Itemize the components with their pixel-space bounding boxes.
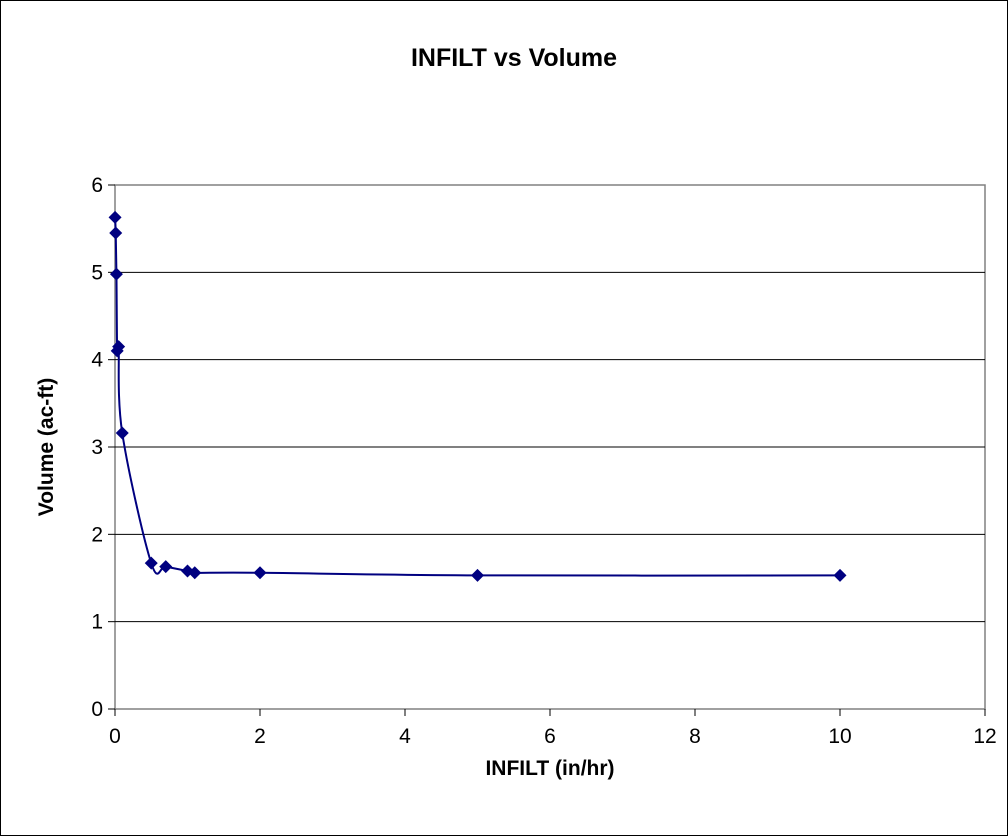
data-point-marker <box>253 566 267 580</box>
y-tick-label: 5 <box>91 261 103 284</box>
data-point-marker <box>109 267 123 281</box>
x-tick-label: 4 <box>399 725 411 748</box>
data-point-marker <box>112 340 126 354</box>
y-tick-label: 6 <box>91 174 103 197</box>
x-tick-label: 2 <box>254 725 266 748</box>
data-point-marker <box>109 226 123 240</box>
y-axis-ticks: 0 1 2 3 4 5 6 <box>91 174 115 721</box>
data-points <box>108 210 847 582</box>
y-tick-label: 4 <box>91 349 103 372</box>
y-tick-label: 0 <box>91 698 103 721</box>
x-tick-label: 12 <box>973 725 996 748</box>
data-point-marker <box>188 566 202 580</box>
x-tick-label: 10 <box>828 725 851 748</box>
data-point-marker <box>159 560 173 574</box>
data-point-marker <box>115 426 129 440</box>
x-tick-label: 8 <box>689 725 701 748</box>
data-point-marker <box>471 568 484 582</box>
y-axis-label: Volume (ac-ft) <box>35 378 58 516</box>
y-tick-label: 1 <box>91 611 103 634</box>
series-line <box>114 217 841 577</box>
x-tick-label: 6 <box>544 725 556 748</box>
x-axis-ticks: 0 2 4 6 8 10 12 <box>109 709 997 748</box>
x-axis-label: INFILT (in/hr) <box>485 757 614 780</box>
data-point-marker <box>833 568 847 582</box>
data-point-marker <box>108 210 122 224</box>
y-tick-label: 3 <box>91 436 103 459</box>
data-point-marker <box>144 556 158 570</box>
x-tick-label: 0 <box>109 725 121 748</box>
y-tick-label: 2 <box>91 523 103 546</box>
gridlines <box>115 271 985 623</box>
chart-title: INFILT vs Volume <box>411 44 617 72</box>
